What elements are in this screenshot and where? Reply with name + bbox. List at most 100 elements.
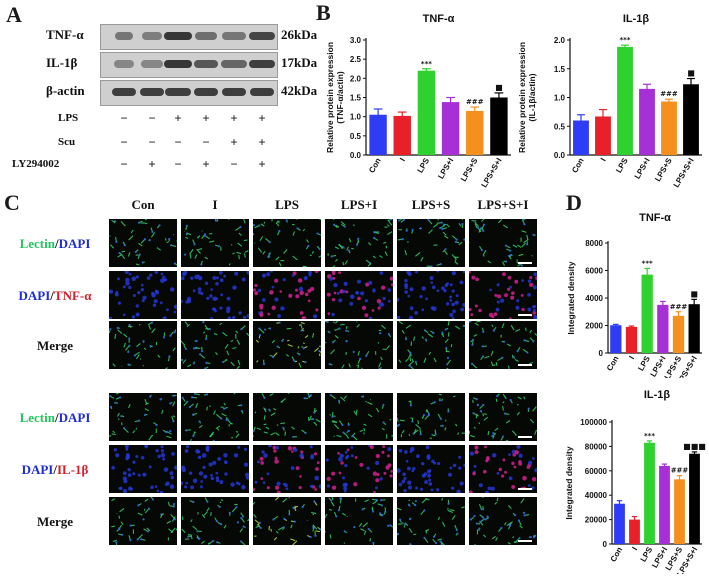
nucleus-dot [132,472,136,476]
nucleus-dot [314,534,317,537]
cell-process [197,248,203,251]
nucleus-dot [368,280,373,285]
cell-process [297,346,300,349]
nucleus-dot [243,447,248,451]
cell-process [110,244,115,249]
nucleus-dot [342,431,345,434]
cell-process [356,323,360,328]
blot-band [221,60,247,68]
cell-process [340,396,346,402]
cell-process [223,402,226,406]
y-axis-label: (TNF-α/actin) [335,71,345,124]
cell-process [355,409,358,414]
nucleus-dot [409,287,414,292]
cell-process [204,256,209,260]
column-header: I [212,197,218,212]
nucleus-dot [373,231,376,234]
condition-label: LY294002 [12,158,60,170]
cell-process [386,345,391,350]
nucleus-dot [198,471,204,476]
nucleus-dot [198,420,201,423]
cell-process [482,492,486,499]
cell-process [357,364,360,369]
x-tick-label: I [599,157,608,163]
cell-process [328,509,333,511]
cell-process [195,402,199,409]
nucleus-dot [187,299,191,304]
cell-process [223,524,227,529]
cell-process [143,508,146,511]
nucleus-dot [486,457,490,461]
cell-process [421,498,428,504]
nucleus-dot [404,450,408,454]
cell-process [119,508,125,513]
nucleus-dot [239,540,243,543]
cell-process [334,246,340,250]
nucleus-dot [401,479,406,484]
cell-process [330,265,336,270]
cell-process [519,525,523,529]
nucleus-dot [325,458,329,462]
nucleus-dot [341,423,344,427]
y-tick-label: 1.5 [350,94,362,103]
y-tick-label: 8000 [585,239,603,248]
nucleus-dot [202,465,206,470]
condition-label: Scu [58,136,76,148]
nucleus-dot [237,445,241,449]
nucleus-dot [137,221,141,224]
nucleus-dot [491,434,494,438]
cell-process [516,411,520,416]
nucleus-dot [490,486,495,491]
nucleus-dot [115,541,118,544]
nucleus-dot [504,244,508,247]
cell-process [220,499,224,502]
nucleus-dot [212,539,215,543]
nucleus-dot [503,412,507,415]
cell-process [143,347,147,350]
cell-process [507,505,512,510]
cell-process [246,332,252,339]
nucleus-dot [125,447,129,451]
nucleus-dot [190,485,195,490]
blot-band [194,60,218,68]
cell-process [457,432,460,435]
nucleus-dot [232,285,237,290]
nucleus-dot [246,314,251,318]
nucleus-dot [169,484,175,489]
nucleus-dot [478,483,483,488]
cell-process [510,325,515,331]
cell-process [384,251,388,257]
condition-sign: − [174,135,182,149]
nucleus-dot [303,276,308,281]
significance-mark: *** [421,60,432,68]
nucleus-dot [128,344,131,347]
nucleus-dot [492,453,497,458]
nucleus-dot [196,450,201,454]
micrograph-image [396,445,467,495]
nucleus-dot [421,473,426,478]
scale-bar [518,540,532,542]
nucleus-dot [489,288,492,292]
cell-process [329,413,331,416]
chart-title: TNF-α [423,13,455,25]
micrograph-image [468,393,538,442]
nucleus-dot [274,297,279,302]
nucleus-dot [368,316,373,321]
row-label: DAPI/IL-1β [5,462,105,478]
cell-process [506,343,512,347]
cell-process [492,364,496,367]
nucleus-dot [532,233,535,236]
cell-process [112,539,117,543]
nucleus-dot [257,288,262,293]
nucleus-dot [198,275,203,281]
cell-process [314,409,318,413]
nucleus-dot [449,466,453,470]
nucleus-dot [242,525,245,528]
nucleus-dot [491,315,495,319]
cell-process [502,224,509,229]
nucleus-dot [241,277,246,282]
nucleus-dot [191,413,195,416]
nucleus-dot [219,278,224,283]
cell-process [348,238,352,243]
cell-process [506,522,512,527]
